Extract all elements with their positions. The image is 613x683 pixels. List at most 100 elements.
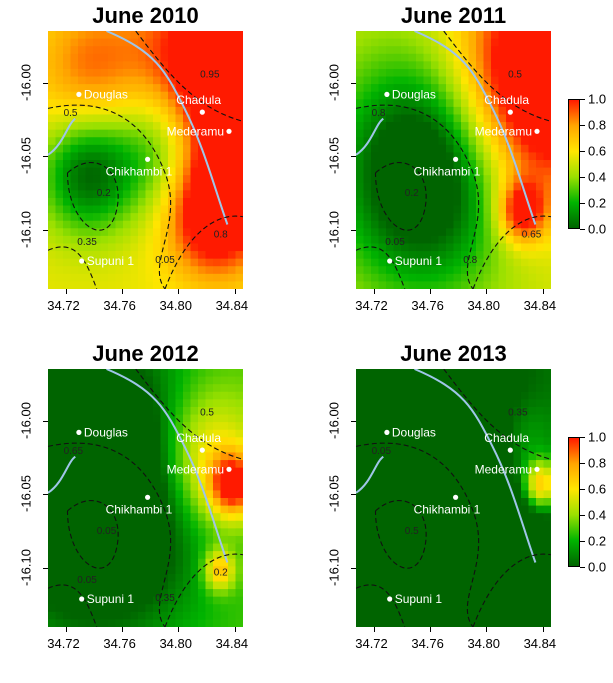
heat-cell	[213, 46, 222, 55]
heat-cell	[423, 566, 432, 575]
heat-cell	[491, 505, 500, 514]
heat-cell	[160, 61, 169, 70]
heat-cell	[55, 76, 64, 85]
heat-cell	[491, 106, 500, 116]
heat-cell	[461, 144, 470, 154]
heat-cell	[476, 167, 485, 176]
heat-cell	[446, 475, 455, 484]
heat-cell	[543, 475, 551, 484]
heat-cell	[446, 520, 455, 529]
heat-cell	[235, 399, 243, 408]
heat-cell	[70, 581, 79, 590]
heat-cell	[453, 467, 462, 476]
contour-label: 0.8	[463, 255, 477, 266]
heat-cell	[55, 258, 64, 267]
heat-cell	[378, 414, 387, 423]
heat-cell	[528, 558, 537, 567]
heat-cell	[235, 251, 243, 260]
heat-cell	[408, 175, 417, 184]
heat-cell	[416, 528, 425, 537]
heat-cell	[461, 619, 470, 627]
heat-cell	[438, 444, 447, 454]
heat-cell	[521, 589, 530, 598]
heat-cell	[363, 414, 372, 423]
heat-cell	[160, 543, 169, 552]
heat-cell	[138, 429, 147, 438]
heat-cell	[168, 551, 177, 560]
heat-cell	[228, 566, 237, 575]
heat-cell	[393, 482, 402, 492]
heat-cell	[183, 53, 192, 62]
heat-cell	[85, 505, 94, 514]
heat-cell	[183, 535, 192, 545]
heat-cell	[48, 429, 57, 438]
heat-cell	[416, 581, 425, 590]
contour-line	[443, 369, 551, 460]
heat-cell	[213, 235, 222, 245]
heat-cell	[371, 573, 380, 583]
heat-cell	[168, 414, 177, 423]
heat-cell	[175, 581, 184, 590]
heat-cell	[160, 228, 169, 237]
heat-cell	[198, 281, 207, 289]
heat-cell	[93, 61, 102, 70]
heat-cell	[220, 84, 229, 93]
heat-cell	[408, 482, 417, 492]
heat-cell	[371, 197, 380, 207]
heat-cell	[476, 114, 485, 123]
heat-cell	[476, 122, 485, 131]
heat-cell	[468, 213, 477, 222]
heat-cell	[363, 369, 372, 378]
heat-cell	[220, 566, 229, 575]
heat-cell	[521, 376, 530, 385]
heat-cell	[63, 429, 72, 438]
heat-cell	[123, 99, 132, 108]
heat-cell	[93, 273, 102, 283]
heat-cell	[123, 573, 132, 583]
heat-cell	[506, 251, 515, 260]
heat-cell	[190, 422, 199, 431]
heat-cell	[123, 84, 132, 93]
heat-cell	[483, 182, 492, 191]
heat-cell	[130, 604, 139, 613]
heat-cell	[85, 152, 94, 161]
site-label: Douglas	[392, 425, 436, 439]
heat-cell	[175, 513, 184, 522]
heat-cell	[491, 460, 500, 469]
heat-cell	[235, 376, 243, 385]
heat-cell	[401, 175, 410, 184]
heat-cell	[130, 38, 139, 47]
heat-cell	[521, 558, 530, 567]
heat-cell	[228, 460, 237, 469]
heat-cell	[408, 38, 417, 47]
heat-cell	[363, 99, 372, 108]
heat-cell	[115, 611, 124, 621]
legend-tick	[580, 125, 585, 126]
heat-cell	[145, 513, 154, 522]
heat-cell	[483, 558, 492, 567]
heat-cell	[190, 84, 199, 93]
heat-cell	[453, 505, 462, 514]
heat-cell	[63, 182, 72, 191]
heat-cell	[423, 619, 432, 627]
heat-cell	[536, 160, 545, 169]
heat-cell	[461, 182, 470, 191]
heat-cell	[228, 429, 237, 438]
heat-cell	[205, 122, 214, 131]
heat-cell	[220, 76, 229, 85]
heat-cell	[491, 422, 500, 431]
heat-cell	[483, 513, 492, 522]
heat-cell	[115, 76, 124, 85]
heat-cell	[363, 152, 372, 161]
heat-cell	[190, 391, 199, 400]
heat-cell	[416, 391, 425, 400]
heat-cell	[393, 369, 402, 378]
heat-cell	[378, 38, 387, 47]
heat-cell	[476, 566, 485, 575]
heat-cell	[446, 258, 455, 267]
heat-cell	[461, 190, 470, 199]
x-tick-label: 34.72	[355, 298, 388, 313]
heat-cell	[85, 129, 94, 138]
heat-cell	[476, 152, 485, 161]
heat-cell	[461, 251, 470, 260]
